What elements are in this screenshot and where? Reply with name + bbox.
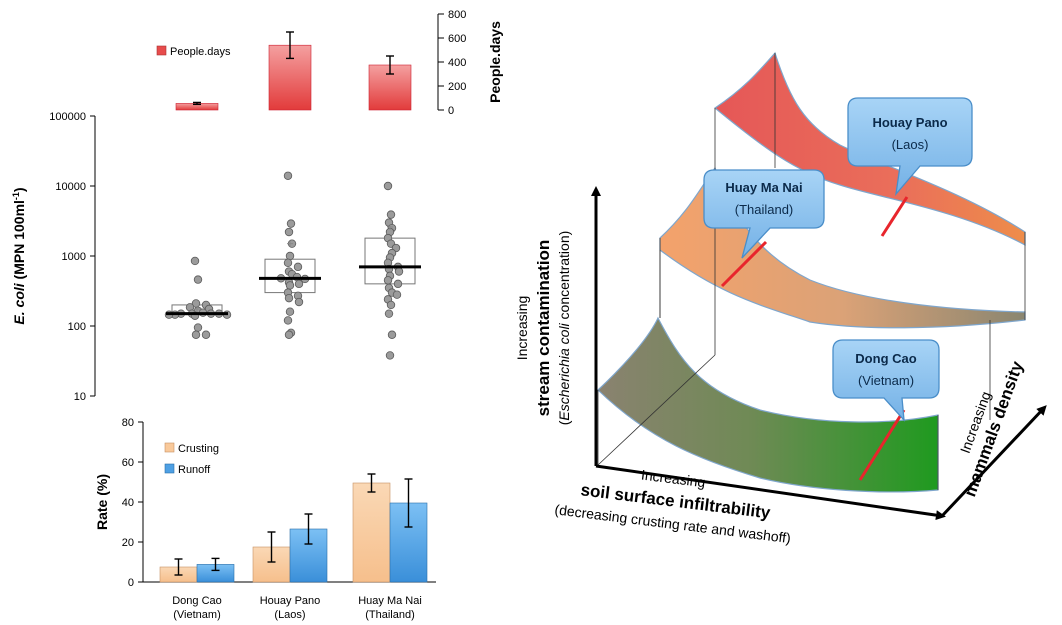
people-days-panel: 0 200 400 600 800 People.days People.days: [156, 9, 503, 117]
ecoli-point: [386, 300, 396, 310]
category-label: (Vietnam): [173, 609, 220, 621]
ecoli-point: [393, 279, 403, 289]
rate-tick-label: 80: [122, 417, 134, 429]
legend-label-runoff: Runoff: [178, 464, 211, 476]
ecoli-point: [283, 316, 293, 325]
ecoli-point: [294, 297, 304, 307]
people-days-tick-label: 600: [448, 33, 466, 45]
svg-text:stream contamination: stream contamination: [534, 240, 553, 417]
ecoli-point: [386, 210, 396, 219]
rate-tick-label: 60: [122, 457, 134, 469]
ecoli-tick-label: 1000: [62, 251, 86, 263]
rate-tick-label: 20: [122, 537, 134, 549]
category-label: (Laos): [274, 609, 305, 621]
ecoli-point: [286, 219, 296, 228]
marker-houay-pano: [880, 196, 909, 237]
ecoli-point: [284, 227, 294, 237]
ecoli-point: [193, 275, 203, 284]
callout-houay-pano: Houay Pano (Laos): [847, 97, 973, 197]
rate-bar-crusting: [352, 482, 391, 583]
ecoli-tick-label: 100000: [49, 111, 86, 123]
ecoli-point: [191, 330, 201, 339]
people-days-tick-label: 400: [448, 57, 466, 69]
ecoli-point: [383, 181, 393, 191]
ecoli-point: [284, 330, 294, 339]
svg-text:Increasing: Increasing: [514, 296, 530, 361]
category-label: (Thailand): [365, 609, 415, 621]
callout-dong-cao: Dong Cao (Vietnam): [832, 339, 940, 422]
ecoli-point: [394, 267, 404, 276]
callout-houay-pano-country: (Laos): [892, 137, 929, 152]
legend-swatch-people-days: [156, 45, 167, 56]
svg-text:(Escherichia coli concentratio: (Escherichia coli concentration): [556, 231, 572, 426]
rate-axis-label: Rate (%): [94, 474, 110, 530]
ecoli-point: [384, 309, 394, 318]
category-label: Houay Pano: [260, 595, 321, 607]
x-axis-arrow: [595, 464, 946, 521]
callout-dong-cao-name: Dong Cao: [855, 351, 916, 366]
legend-swatch-crusting: [164, 442, 175, 453]
callout-huay-ma-nai: Huay Ma Nai (Thailand): [703, 169, 825, 259]
rate-tick-label: 0: [128, 577, 134, 589]
surface-dong-cao: [597, 316, 939, 493]
y-axis-label: Increasing stream contamination (Escheri…: [514, 231, 572, 426]
ecoli-tick-label: 100: [68, 321, 86, 333]
ecoli-point: [201, 330, 211, 339]
callout-houay-pano-name: Houay Pano: [872, 115, 947, 130]
ecoli-tick-label: 10000: [55, 181, 86, 193]
people-days-axis-label: People.days: [487, 21, 503, 103]
people-days-tick-label: 0: [448, 105, 454, 117]
ecoli-tick-label: 10: [74, 391, 86, 403]
ecoli-point: [293, 262, 303, 272]
people-days-tick-label: 200: [448, 81, 466, 93]
ecoli-point: [392, 290, 402, 299]
guide-lines: [597, 53, 1026, 490]
ecoli-axis-label: E. coli (MPN 100ml-1): [11, 187, 27, 324]
z-axis-arrow: [940, 405, 1047, 518]
ecoli-point: [285, 307, 295, 316]
category-label: Dong Cao: [172, 595, 222, 607]
svg-text:Increasing: Increasing: [640, 467, 706, 491]
ecoli-point: [285, 281, 295, 290]
ecoli-point: [283, 171, 293, 180]
ecoli-point: [294, 279, 304, 289]
legend-label-people-days: People.days: [170, 46, 231, 58]
ecoli-point: [387, 330, 397, 339]
marker-huay-ma-nai: [720, 240, 768, 288]
marker-dong-cao: [858, 409, 906, 481]
ecoli-point: [385, 351, 395, 360]
ecoli-point: [190, 256, 200, 266]
rate-tick-label: 40: [122, 497, 134, 509]
rate-panel: 0 20 40 60 80 Dong Cao (Vietnam) Houay Pano (La…: [94, 417, 436, 621]
legend-swatch-runoff: [164, 463, 175, 474]
ecoli-point: [383, 276, 393, 285]
z-axis-label: Increasing mammals density: [957, 358, 1027, 499]
legend-label-crusting: Crusting: [178, 443, 219, 455]
category-label: Huay Ma Nai: [358, 595, 422, 607]
ecoli-point: [283, 258, 293, 267]
callout-dong-cao-country: (Vietnam): [858, 373, 914, 388]
ecoli-point: [284, 293, 294, 303]
ecoli-panel: 10 100 1000 10000 100000 E. coli (MPN 100ml-…: [11, 111, 421, 403]
callout-huay-ma-nai-country: (Thailand): [735, 202, 794, 217]
callout-huay-ma-nai-name: Huay Ma Nai: [725, 180, 802, 195]
ecoli-point: [193, 323, 203, 332]
people-days-tick-label: 800: [448, 9, 466, 21]
concept-diagram: Houay Pano (Laos) Huay Ma Nai (Thailand)…: [514, 51, 1047, 546]
